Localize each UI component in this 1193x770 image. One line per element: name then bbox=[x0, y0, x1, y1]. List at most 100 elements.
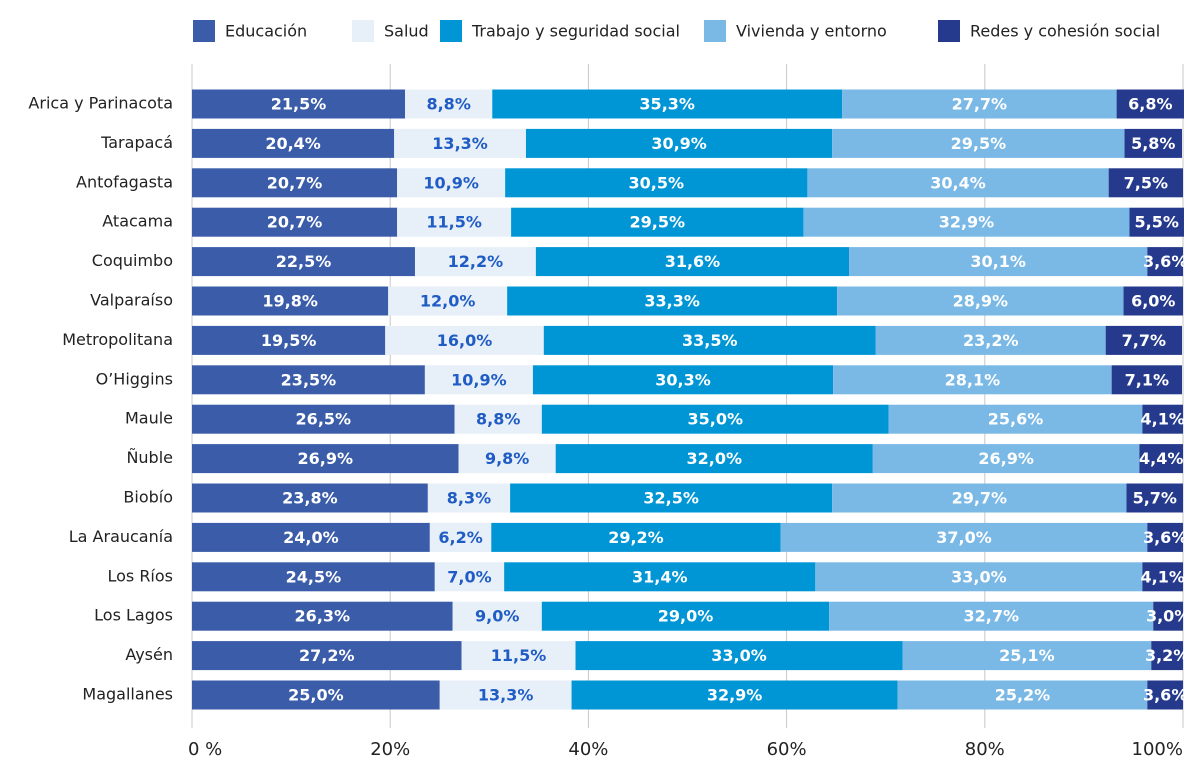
value-label: 11,5% bbox=[491, 646, 547, 665]
bar-segment bbox=[803, 207, 1130, 237]
value-label: 32,0% bbox=[686, 449, 742, 468]
value-label: 25,0% bbox=[288, 686, 344, 705]
value-label: 26,5% bbox=[296, 410, 352, 429]
bar-segment bbox=[902, 641, 1152, 671]
bar-segment bbox=[532, 365, 834, 395]
bar-segment bbox=[1147, 680, 1183, 710]
bar-segment bbox=[833, 365, 1112, 395]
value-label: 32,7% bbox=[963, 607, 1019, 626]
value-label: 24,5% bbox=[286, 567, 342, 586]
bar-segment bbox=[192, 168, 398, 198]
value-label: 35,0% bbox=[687, 410, 743, 429]
value-label: 20,7% bbox=[267, 213, 323, 232]
x-tick-label: 0 % bbox=[188, 739, 222, 760]
bar-segment bbox=[888, 404, 1143, 434]
value-label: 29,7% bbox=[952, 489, 1008, 508]
value-label: 9,8% bbox=[485, 449, 529, 468]
legend-swatch bbox=[440, 20, 462, 42]
value-label: 30,9% bbox=[651, 134, 707, 153]
y-tick-label: Maule bbox=[125, 409, 173, 428]
bar-segment bbox=[829, 601, 1154, 631]
bar-segment bbox=[555, 444, 873, 474]
bar-segment bbox=[1151, 641, 1183, 671]
bar-segment bbox=[875, 325, 1106, 355]
value-label: 23,8% bbox=[282, 489, 338, 508]
bar-segment bbox=[504, 562, 816, 592]
y-tick-label: Metropolitana bbox=[62, 330, 173, 349]
value-label: 26,9% bbox=[978, 449, 1034, 468]
value-label: 4,1% bbox=[1140, 410, 1184, 429]
bar-segment bbox=[525, 128, 833, 158]
bar-segment bbox=[807, 168, 1109, 198]
legend-swatch bbox=[352, 20, 374, 42]
bar-segment bbox=[492, 89, 843, 119]
value-label: 35,3% bbox=[639, 95, 695, 114]
bar-segment bbox=[1153, 601, 1183, 631]
value-label: 7,7% bbox=[1122, 331, 1166, 350]
bar-segment bbox=[439, 680, 572, 710]
y-tick-label: Coquimbo bbox=[92, 251, 173, 270]
bar-segment bbox=[541, 404, 889, 434]
bar-segment bbox=[1124, 128, 1183, 158]
x-tick-label: 80% bbox=[965, 739, 1005, 760]
bar-segment bbox=[510, 483, 833, 513]
y-tick-label: La Araucanía bbox=[69, 527, 173, 546]
bar-segment bbox=[507, 286, 838, 316]
bar-segment bbox=[192, 680, 440, 710]
value-label: 29,2% bbox=[608, 528, 664, 547]
bar-segment bbox=[192, 247, 415, 277]
value-label: 27,7% bbox=[952, 95, 1008, 114]
bar-segment bbox=[1111, 365, 1183, 395]
bar-segment bbox=[535, 247, 850, 277]
value-label: 26,3% bbox=[295, 607, 351, 626]
value-label: 37,0% bbox=[936, 528, 992, 547]
value-label: 7,0% bbox=[447, 567, 491, 586]
value-label: 23,2% bbox=[963, 331, 1019, 350]
value-label: 13,3% bbox=[478, 686, 534, 705]
bar-segment bbox=[832, 128, 1125, 158]
y-tick-label: O’Higgins bbox=[96, 369, 173, 388]
value-label: 33,3% bbox=[644, 292, 700, 311]
value-label: 12,0% bbox=[420, 292, 476, 311]
bar-segment bbox=[192, 325, 386, 355]
y-tick-label: Ñuble bbox=[126, 448, 173, 467]
value-label: 32,9% bbox=[939, 213, 995, 232]
bar-segment bbox=[1123, 286, 1183, 316]
value-label: 8,8% bbox=[476, 410, 520, 429]
bar-segment bbox=[192, 404, 455, 434]
bar-segment bbox=[192, 444, 459, 474]
value-label: 24,0% bbox=[283, 528, 339, 547]
bar-segment bbox=[429, 522, 492, 552]
value-label: 30,4% bbox=[930, 173, 986, 192]
value-label: 4,1% bbox=[1140, 567, 1184, 586]
value-label: 23,5% bbox=[281, 370, 337, 389]
value-label: 21,5% bbox=[271, 95, 327, 114]
value-label: 10,9% bbox=[451, 370, 507, 389]
value-label: 20,4% bbox=[265, 134, 321, 153]
value-label: 6,0% bbox=[1131, 292, 1175, 311]
bar-segment bbox=[780, 522, 1148, 552]
bar-segment bbox=[192, 89, 406, 119]
value-label: 3,6% bbox=[1143, 252, 1187, 271]
bar-segment bbox=[388, 286, 508, 316]
bar-segment bbox=[1139, 444, 1183, 474]
bar-segment bbox=[1126, 483, 1183, 513]
value-label: 33,5% bbox=[682, 331, 738, 350]
bar-segment bbox=[452, 601, 542, 631]
value-label: 4,4% bbox=[1139, 449, 1183, 468]
value-label: 30,3% bbox=[655, 370, 711, 389]
bar-segment bbox=[897, 680, 1148, 710]
value-label: 8,8% bbox=[426, 95, 470, 114]
legend-label: Trabajo y seguridad social bbox=[471, 22, 680, 41]
value-label: 26,9% bbox=[298, 449, 354, 468]
value-label: 25,2% bbox=[995, 686, 1051, 705]
value-label: 30,1% bbox=[970, 252, 1026, 271]
value-label: 5,5% bbox=[1135, 213, 1179, 232]
bar-segment bbox=[872, 444, 1140, 474]
value-label: 28,9% bbox=[953, 292, 1009, 311]
x-tick-label: 100% bbox=[1132, 739, 1183, 760]
y-tick-label: Arica y Parinacota bbox=[28, 94, 173, 113]
y-tick-label: Los Ríos bbox=[107, 566, 173, 585]
value-label: 30,5% bbox=[629, 173, 685, 192]
value-label: 13,3% bbox=[432, 134, 488, 153]
